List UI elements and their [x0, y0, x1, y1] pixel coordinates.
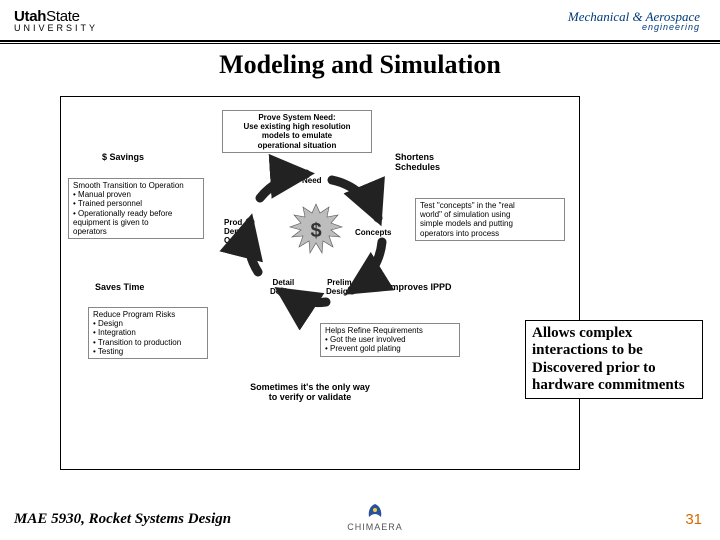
dept-line-2: engineering — [568, 23, 700, 32]
box-test-concepts: Test "concepts" in the "real world" of s… — [415, 198, 565, 241]
department-logo: Mechanical & Aerospace engineering — [568, 10, 700, 32]
header-rule-thin — [0, 43, 720, 44]
label-savings: $ Savings — [102, 152, 144, 162]
chimaera-text: CHIMAERA — [347, 522, 403, 532]
uni-name-3: UNIVERSITY — [14, 23, 98, 33]
university-logo: UtahState UNIVERSITY — [14, 8, 98, 33]
box-risks: Reduce Program Risks • Design • Integrat… — [88, 307, 208, 359]
footer-course: MAE 5930, Rocket Systems Design — [14, 511, 231, 528]
callout-box: Allows complex interactions to be Discov… — [525, 320, 703, 399]
label-saves-time: Saves Time — [95, 282, 144, 292]
chimaera-logo: CHIMAERA — [330, 503, 420, 532]
cycle-arrows — [210, 150, 430, 330]
box-transition: Smooth Transition to Operation • Manual … — [68, 178, 204, 239]
label-only-way: Sometimes it's the only way to verify or… — [220, 382, 400, 403]
box-prove-need: Prove System Need: Use existing high res… — [222, 110, 372, 153]
slide-title: Modeling and Simulation — [0, 50, 720, 80]
header-rule — [0, 40, 720, 42]
page-number: 31 — [685, 511, 702, 528]
